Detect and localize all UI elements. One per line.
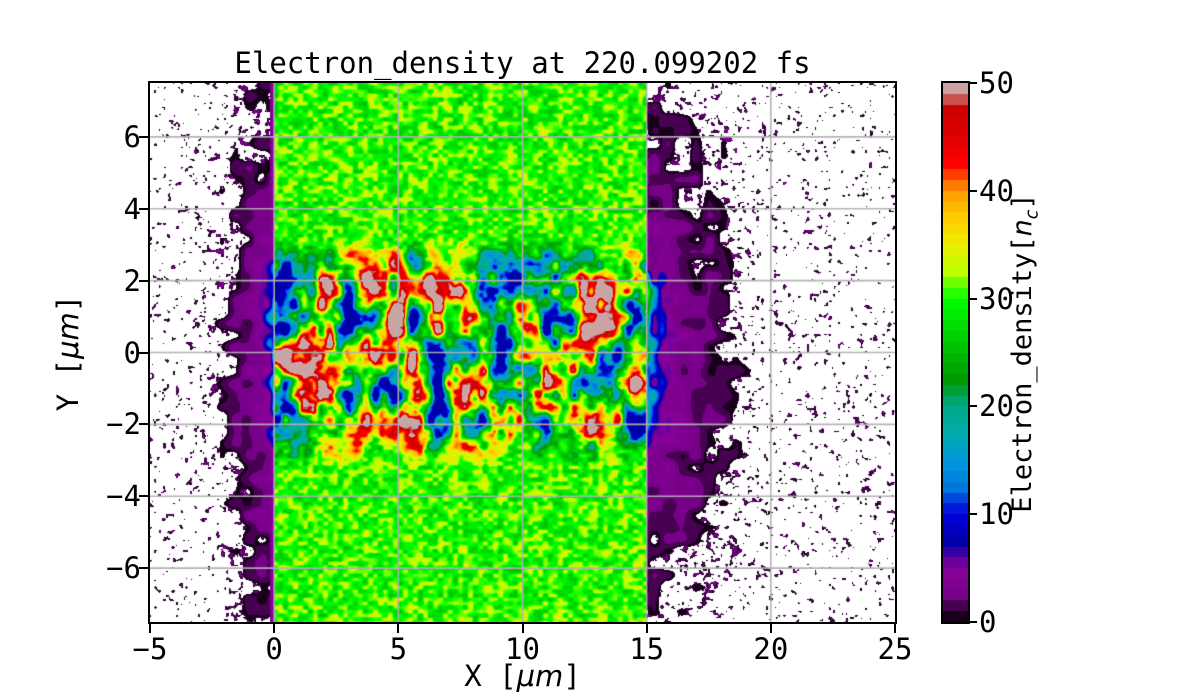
- colorbar-label: Electron_density[nc]: [1005, 138, 1043, 568]
- y-tick: [139, 567, 148, 570]
- y-tick: [139, 207, 148, 210]
- colorbar-tick: [970, 297, 977, 300]
- y-tick: [139, 351, 148, 354]
- x-tick-label: 5: [389, 632, 408, 666]
- x-tick: [645, 624, 648, 633]
- x-axis-unit: μm: [516, 659, 564, 693]
- colorbar-tick-label: 20: [979, 389, 1014, 424]
- x-tick-label: 10: [505, 632, 540, 666]
- x-tick: [149, 624, 151, 633]
- x-tick: [769, 624, 772, 633]
- x-tick-label: 15: [629, 632, 665, 666]
- heatmap-canvas: [150, 83, 895, 622]
- colorbar-tick-label: 10: [979, 497, 1014, 532]
- x-axis-label-text: X [: [464, 659, 517, 693]
- x-tick-label: −5: [132, 632, 168, 666]
- y-tick-label: −6: [106, 551, 141, 586]
- x-tick-label: 20: [753, 632, 789, 666]
- colorbar-tick: [970, 82, 977, 84]
- x-tick: [894, 624, 896, 633]
- y-tick-label: 6: [123, 119, 141, 154]
- y-tick: [139, 423, 148, 426]
- y-tick-label: 0: [123, 335, 141, 370]
- colorbar-tick: [970, 405, 977, 408]
- x-tick-label: 0: [265, 632, 283, 666]
- y-tick: [139, 279, 148, 282]
- y-axis-unit: μm: [51, 312, 85, 359]
- colorbar: [941, 81, 970, 624]
- colorbar-label-bracket: ]: [1007, 193, 1038, 210]
- colorbar-tick-label: 40: [979, 173, 1014, 208]
- x-tick-label: 25: [877, 632, 913, 666]
- y-tick-label: 2: [123, 263, 141, 298]
- colorbar-tick: [970, 621, 977, 623]
- x-tick: [397, 624, 400, 633]
- colorbar-label-sub: c: [1022, 209, 1043, 220]
- y-tick-label: −2: [106, 407, 141, 442]
- x-axis-label: X [μm]: [150, 659, 895, 693]
- y-tick: [139, 135, 148, 138]
- x-axis-label-bracket: ]: [563, 659, 581, 693]
- y-axis-label: Y [μm]: [51, 253, 85, 453]
- y-tick-label: −4: [106, 479, 141, 514]
- plot-area: [148, 81, 897, 624]
- y-axis-label-bracket: ]: [51, 294, 85, 313]
- colorbar-label-text: Electron_density[: [1007, 236, 1038, 513]
- colorbar-tick-label: 30: [979, 281, 1014, 316]
- y-axis-label-text: Y [: [51, 358, 85, 412]
- x-tick: [273, 624, 276, 633]
- colorbar-tick: [970, 189, 977, 192]
- y-tick: [139, 495, 148, 498]
- x-tick: [521, 624, 524, 633]
- colorbar-tick: [970, 513, 977, 516]
- y-tick-label: 4: [123, 191, 141, 226]
- colorbar-tick-label: 0: [979, 605, 997, 639]
- colorbar-label-var: n: [1007, 219, 1038, 237]
- chart-title: Electron_density at 220.099202 fs: [234, 46, 811, 80]
- colorbar-tick-label: 50: [979, 66, 1014, 100]
- colorbar-canvas: [943, 83, 968, 622]
